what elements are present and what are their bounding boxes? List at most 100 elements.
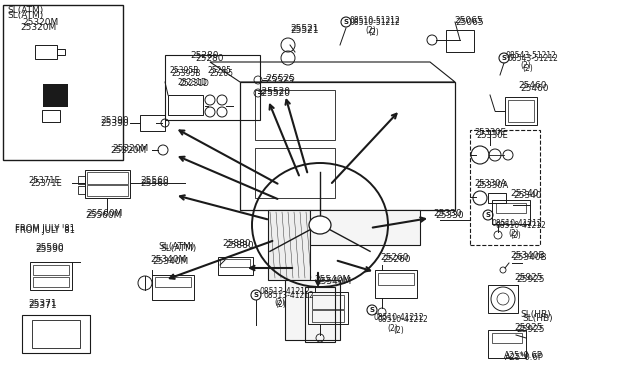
Text: FROM JULY '81: FROM JULY '81 bbox=[15, 224, 75, 232]
Bar bbox=[30, 262, 72, 290]
Bar bbox=[87, 185, 128, 196]
Text: 25330: 25330 bbox=[435, 211, 463, 219]
Bar bbox=[492, 200, 530, 224]
Text: A25*0.6P: A25*0.6P bbox=[504, 352, 543, 360]
Text: S: S bbox=[344, 19, 349, 25]
Bar bbox=[78, 176, 85, 184]
Text: S: S bbox=[486, 212, 490, 218]
Bar bbox=[33, 265, 69, 275]
Text: 25521: 25521 bbox=[290, 23, 319, 32]
Bar bbox=[22, 315, 90, 353]
Bar bbox=[488, 330, 526, 358]
Text: SL(HB): SL(HB) bbox=[520, 311, 550, 320]
Text: 25395B: 25395B bbox=[172, 68, 202, 77]
Bar bbox=[42, 110, 60, 122]
Text: 25925: 25925 bbox=[516, 276, 545, 285]
Text: 08510-51212: 08510-51212 bbox=[350, 16, 401, 25]
Text: 25560: 25560 bbox=[140, 179, 168, 187]
Bar bbox=[488, 285, 518, 313]
Text: 25330A: 25330A bbox=[474, 179, 506, 187]
Text: 25065: 25065 bbox=[454, 16, 483, 25]
Bar bbox=[57, 49, 65, 55]
Text: 25340: 25340 bbox=[513, 190, 541, 199]
Text: 25880: 25880 bbox=[222, 238, 251, 247]
Bar bbox=[32, 320, 80, 348]
Text: 25371E: 25371E bbox=[28, 176, 60, 185]
Text: 25260: 25260 bbox=[382, 256, 410, 264]
Bar bbox=[33, 277, 69, 287]
Text: 25371: 25371 bbox=[28, 298, 56, 308]
Text: 25540M: 25540M bbox=[314, 276, 350, 285]
Text: (2): (2) bbox=[365, 26, 376, 35]
Text: S: S bbox=[502, 55, 506, 61]
Text: SL(ATM): SL(ATM) bbox=[7, 10, 44, 19]
Text: 25320M: 25320M bbox=[112, 144, 148, 153]
Text: 25340B: 25340B bbox=[512, 253, 547, 263]
Text: 25460: 25460 bbox=[518, 80, 547, 90]
Text: –25520: –25520 bbox=[258, 89, 291, 97]
Polygon shape bbox=[310, 210, 420, 245]
Bar bbox=[220, 259, 250, 267]
Text: 25320M: 25320M bbox=[20, 22, 56, 32]
Polygon shape bbox=[268, 210, 310, 280]
Bar bbox=[446, 30, 474, 52]
Text: 25231D: 25231D bbox=[178, 77, 208, 87]
Bar bbox=[255, 90, 335, 140]
Bar bbox=[470, 130, 540, 245]
Text: 25560: 25560 bbox=[140, 176, 168, 185]
Text: –25525: –25525 bbox=[263, 74, 296, 83]
Text: 25371: 25371 bbox=[28, 301, 56, 310]
Text: 25460: 25460 bbox=[520, 83, 548, 93]
Bar bbox=[305, 287, 335, 342]
Text: 25560M: 25560M bbox=[85, 211, 122, 219]
Text: 08543-51212: 08543-51212 bbox=[508, 54, 559, 62]
Text: 25540M: 25540M bbox=[315, 278, 351, 286]
Bar bbox=[378, 273, 414, 285]
Bar bbox=[488, 193, 506, 203]
Text: (2): (2) bbox=[393, 326, 404, 334]
Bar bbox=[496, 203, 526, 213]
Text: 08510-41212: 08510-41212 bbox=[492, 218, 543, 228]
Text: SL(HB): SL(HB) bbox=[522, 314, 552, 323]
Text: 08510-41212: 08510-41212 bbox=[373, 314, 424, 323]
Text: SL(ATM): SL(ATM) bbox=[160, 244, 196, 253]
Text: (2): (2) bbox=[522, 64, 532, 73]
Bar bbox=[508, 100, 534, 122]
Bar bbox=[140, 115, 165, 131]
Text: 25330: 25330 bbox=[433, 208, 461, 218]
Text: 08513-41212: 08513-41212 bbox=[260, 288, 311, 296]
Bar bbox=[312, 295, 344, 309]
Text: (2): (2) bbox=[274, 298, 285, 308]
Text: –25520: –25520 bbox=[258, 87, 291, 96]
Polygon shape bbox=[285, 280, 340, 340]
Polygon shape bbox=[240, 82, 455, 210]
Text: 25280: 25280 bbox=[195, 54, 223, 62]
Bar bbox=[87, 172, 128, 184]
Text: S: S bbox=[253, 292, 259, 298]
Text: SL(ATM): SL(ATM) bbox=[158, 241, 195, 250]
Text: 25390: 25390 bbox=[100, 119, 129, 128]
Bar bbox=[218, 257, 253, 275]
Text: SL(ATM): SL(ATM) bbox=[7, 6, 44, 15]
Text: 25330A: 25330A bbox=[476, 180, 508, 189]
Text: 08510-51212: 08510-51212 bbox=[350, 17, 401, 26]
Text: 25340: 25340 bbox=[510, 189, 538, 198]
Text: 25320M: 25320M bbox=[110, 145, 147, 154]
Bar bbox=[312, 310, 344, 322]
Bar bbox=[505, 97, 537, 125]
Text: 25340B: 25340B bbox=[510, 251, 545, 260]
Text: (2): (2) bbox=[387, 324, 397, 333]
Bar bbox=[3, 5, 123, 160]
Text: (2): (2) bbox=[368, 28, 379, 36]
Text: 25590: 25590 bbox=[35, 246, 63, 254]
Bar bbox=[168, 95, 203, 115]
Text: 25925: 25925 bbox=[514, 324, 543, 333]
Text: 25285: 25285 bbox=[210, 68, 234, 77]
Bar bbox=[255, 148, 335, 198]
Text: 25390: 25390 bbox=[100, 115, 129, 125]
Text: 08543-51212: 08543-51212 bbox=[505, 51, 556, 60]
Text: 08510-41212: 08510-41212 bbox=[378, 315, 429, 324]
Bar bbox=[85, 170, 130, 198]
Text: –25525: –25525 bbox=[262, 76, 295, 84]
Text: (2): (2) bbox=[510, 231, 521, 240]
